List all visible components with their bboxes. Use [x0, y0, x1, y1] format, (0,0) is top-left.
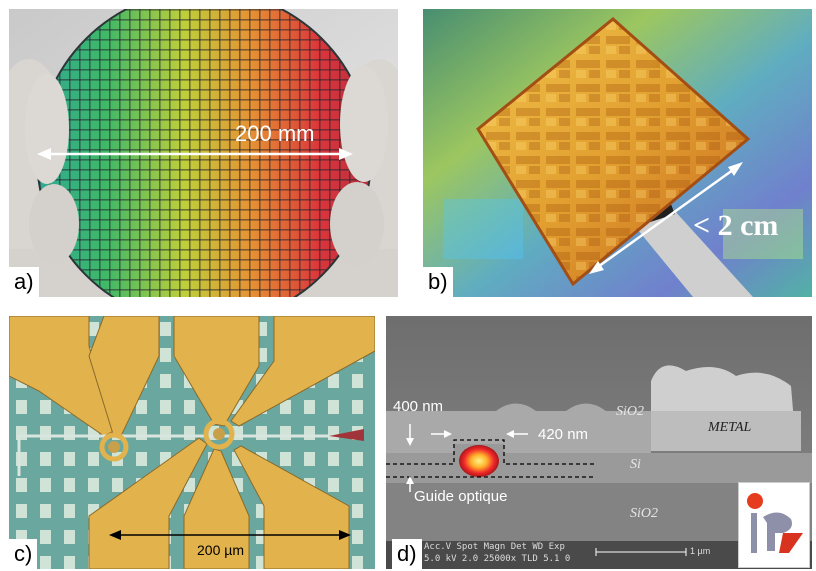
waveguide-label: Guide optique — [414, 488, 508, 505]
panel-d: 400 nm 420 nm Guide optique SiO2 Si SiO2… — [386, 316, 812, 569]
chip-photo — [423, 9, 812, 297]
sem-scale-label: 1 µm — [690, 546, 711, 556]
panel-b: < 2 cm b) — [423, 9, 812, 297]
sem-image — [386, 316, 812, 569]
metal-label: METAL — [708, 420, 752, 435]
wafer-photo — [9, 9, 398, 297]
panel-c-label: c) — [9, 539, 38, 569]
electrode-micrograph — [9, 316, 375, 569]
sem-info-line1: Acc.V Spot Magn Det WD Exp — [424, 542, 565, 552]
panel-a-label: a) — [9, 267, 39, 297]
chip-scale-arrow — [594, 165, 738, 271]
height-label: 400 nm — [393, 398, 444, 415]
sem-info-line2: 5.0 kV 2.0 25000x TLD 5.1 0 — [424, 554, 571, 564]
layer-sio2-bottom: SiO2 — [630, 506, 658, 521]
wafer-scale-text: 200 mm — [235, 121, 315, 146]
panel-d-label: d) — [392, 539, 422, 569]
chip-scale-text: < 2 cm — [693, 209, 779, 242]
panel-a: 200 mm a) — [9, 9, 398, 297]
iof-logo — [738, 482, 810, 568]
width-label: 420 nm — [538, 426, 589, 443]
panel-b-label: b) — [423, 267, 453, 297]
layer-si: Si — [630, 457, 641, 472]
layer-sio2-top: SiO2 — [616, 404, 644, 419]
electrode-scale-text: 200 µm — [197, 542, 244, 558]
optical-mode — [459, 445, 499, 477]
panel-c: 200 µm c) — [9, 316, 375, 569]
